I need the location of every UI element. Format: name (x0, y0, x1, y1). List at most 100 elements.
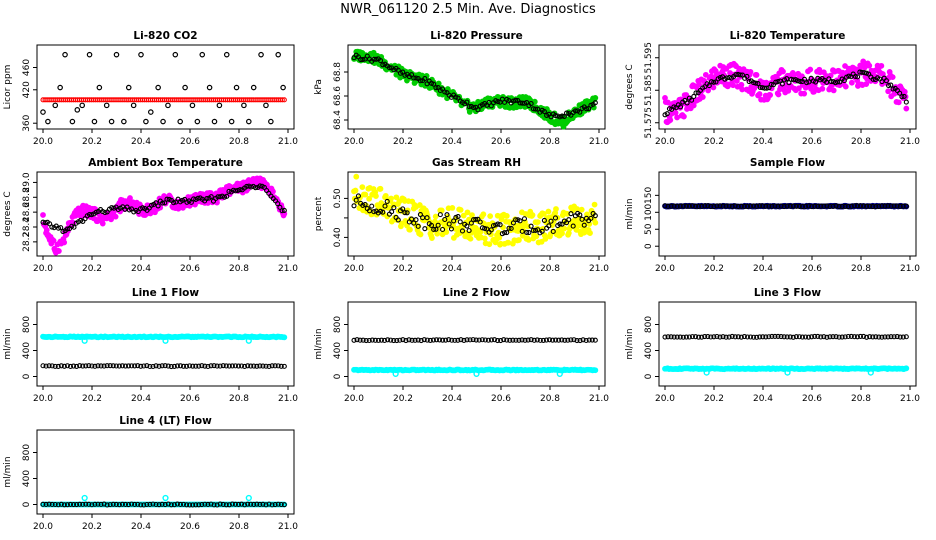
data-point (77, 501, 83, 507)
data-point (683, 334, 689, 340)
data-point (258, 51, 264, 58)
x-tick-label: 20.6 (180, 522, 200, 532)
x-tick-label: 20.0 (33, 394, 53, 404)
x-tick-label: 21.0 (589, 264, 609, 274)
data-point (735, 203, 741, 210)
data-point (781, 204, 787, 210)
data-point (164, 196, 170, 202)
data-point (528, 337, 534, 343)
data-point (378, 58, 384, 64)
x-tick-label: 20.0 (344, 394, 364, 404)
data-point (208, 363, 214, 369)
data-point (386, 65, 392, 71)
data-point (513, 337, 519, 343)
data-point (579, 216, 585, 222)
series-avg (351, 193, 598, 237)
data-point (138, 51, 144, 58)
data-point (64, 226, 70, 232)
data-point (150, 501, 156, 507)
data-point (786, 80, 792, 86)
chart-title: Line 2 Flow (443, 287, 510, 299)
data-point (897, 203, 903, 209)
x-tick-label: 20.8 (229, 394, 249, 404)
data-point (496, 234, 503, 241)
data-point (696, 334, 702, 340)
data-point (143, 118, 149, 125)
data-point (428, 222, 435, 228)
data-point (566, 217, 572, 223)
data-point (842, 334, 848, 340)
data-point (671, 203, 677, 209)
data-point (664, 111, 670, 117)
data-point (561, 113, 567, 119)
data-point (162, 337, 169, 344)
y-tick-label: 0 (22, 373, 32, 379)
data-point (482, 337, 488, 343)
data-point (61, 502, 67, 508)
data-point (160, 118, 166, 125)
data-point (58, 225, 64, 231)
data-point (281, 363, 287, 369)
y-tick-label: 0 (644, 243, 654, 249)
data-point (755, 81, 761, 87)
data-point (89, 363, 95, 369)
data-point (246, 118, 252, 125)
data-point (384, 198, 390, 205)
data-point (260, 363, 266, 369)
data-point (796, 334, 802, 340)
data-point (355, 193, 361, 199)
data-point (534, 337, 540, 343)
data-point (49, 501, 55, 508)
data-point (156, 502, 162, 508)
data-point (443, 229, 450, 235)
data-point (855, 74, 861, 80)
x-tick-label: 20.4 (442, 394, 462, 404)
data-point (52, 501, 58, 508)
data-point (532, 227, 539, 233)
x-tick-label: 21.0 (278, 394, 298, 404)
data-point (801, 76, 808, 82)
data-point (385, 337, 391, 343)
data-point (519, 337, 525, 343)
data-point (433, 337, 440, 343)
data-point (448, 226, 454, 232)
data-point (504, 229, 510, 236)
data-point (488, 337, 495, 343)
data-point (812, 203, 818, 209)
data-point (466, 228, 472, 234)
x-tick-label: 20.4 (442, 137, 462, 147)
data-point (845, 333, 851, 340)
y-tick-label: 460 (22, 59, 32, 76)
data-point (391, 205, 397, 211)
data-point (668, 203, 674, 209)
data-point (107, 363, 113, 369)
data-point (513, 97, 519, 103)
data-point (81, 494, 88, 502)
plot-frame (658, 171, 917, 257)
data-point (735, 334, 741, 340)
data-point (369, 203, 375, 209)
data-point (357, 337, 363, 343)
data-point (503, 213, 510, 219)
data-point (680, 203, 686, 209)
series-avg (662, 69, 909, 118)
data-point (381, 337, 388, 344)
data-point (394, 217, 401, 223)
data-point (516, 237, 522, 243)
data-point (564, 211, 571, 217)
data-point (824, 334, 830, 340)
x-tick-label: 20.6 (491, 264, 511, 274)
data-point (269, 502, 275, 508)
data-point (699, 94, 706, 100)
data-point (155, 203, 161, 209)
data-point (98, 363, 104, 369)
x-tick-label: 20.0 (655, 264, 675, 274)
data-point (842, 83, 849, 90)
x-tick-label: 20.0 (33, 137, 53, 147)
data-point (141, 502, 147, 508)
data-point (452, 337, 458, 343)
chart-title: Line 3 Flow (754, 287, 821, 299)
data-point (177, 501, 184, 507)
data-point (245, 337, 252, 344)
data-point (71, 224, 77, 230)
